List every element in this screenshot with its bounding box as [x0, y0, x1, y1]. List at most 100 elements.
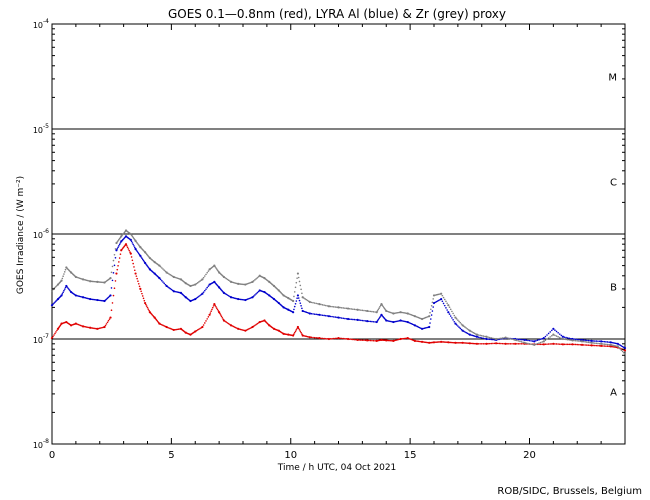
- trace-dot: [367, 310, 370, 312]
- trace-dot: [300, 331, 302, 334]
- trace-dot: [439, 293, 441, 295]
- trace-dot: [91, 280, 94, 283]
- trace-dot: [97, 299, 100, 302]
- trace-dot: [69, 323, 72, 326]
- trace-dot: [487, 336, 489, 338]
- flare-class-label: M: [608, 73, 617, 84]
- trace-dot: [445, 307, 447, 309]
- trace-dot: [576, 343, 579, 346]
- trace-dot: [243, 283, 245, 286]
- trace-dot: [100, 327, 102, 329]
- data-point: [454, 322, 457, 325]
- trace-dot: [291, 299, 294, 302]
- trace-dot: [226, 322, 229, 324]
- trace-dot: [353, 318, 356, 321]
- trace-dot: [124, 230, 127, 233]
- trace-dot: [141, 257, 143, 259]
- trace-dot: [358, 309, 360, 311]
- trace-dot: [293, 333, 295, 335]
- trace-dot: [530, 340, 532, 342]
- trace-dot: [404, 320, 407, 323]
- trace-dot: [252, 295, 255, 297]
- trace-dot: [219, 314, 222, 316]
- trace-dot: [361, 319, 364, 322]
- trace-dot: [515, 338, 518, 340]
- x-tick-label: 0: [49, 450, 55, 461]
- trace-dot: [135, 249, 138, 251]
- trace-dot: [405, 320, 408, 323]
- trace-dot: [222, 275, 224, 277]
- trace-dot: [423, 327, 426, 330]
- trace-dot: [615, 345, 618, 347]
- trace-dot: [130, 234, 133, 236]
- trace-dot: [372, 339, 375, 342]
- trace-dot: [479, 343, 481, 345]
- trace-dot: [614, 346, 617, 348]
- trace-dot: [436, 300, 439, 302]
- trace-dot: [83, 325, 86, 328]
- trace-dot: [98, 299, 101, 302]
- trace-dot: [255, 293, 257, 295]
- trace-dot: [515, 339, 518, 342]
- trace-dot: [84, 326, 87, 328]
- trace-dot: [77, 295, 80, 297]
- trace-dot: [579, 340, 582, 342]
- trace-dot: [340, 337, 343, 340]
- trace-dot: [118, 257, 121, 259]
- trace-dot: [342, 307, 345, 309]
- trace-dot: [114, 280, 117, 282]
- trace-dot: [498, 337, 501, 340]
- trace-dot: [384, 318, 387, 321]
- data-point: [533, 340, 536, 343]
- trace-dot: [298, 280, 301, 283]
- trace-dot: [431, 310, 434, 312]
- trace-dot: [393, 320, 396, 323]
- trace-dot: [539, 341, 542, 344]
- trace-dot: [168, 273, 170, 275]
- trace-dot: [212, 281, 215, 284]
- trace-dot: [296, 327, 298, 330]
- data-point: [296, 272, 300, 275]
- trace-dot: [91, 327, 94, 329]
- trace-dot: [473, 332, 476, 335]
- trace-dot: [530, 343, 532, 345]
- trace-dot: [159, 323, 162, 326]
- trace-dot: [175, 290, 177, 293]
- trace-dot: [196, 296, 199, 299]
- trace-dot: [64, 286, 67, 289]
- trace-dot: [52, 303, 54, 305]
- trace-dot: [321, 314, 324, 317]
- trace-dot: [592, 340, 594, 342]
- trace-dot: [595, 344, 598, 347]
- trace-dot: [584, 339, 587, 342]
- trace-dot: [352, 308, 354, 310]
- trace-dot: [584, 344, 587, 346]
- trace-dot: [202, 324, 205, 326]
- trace-dot: [525, 339, 528, 341]
- trace-dot: [345, 338, 348, 340]
- trace-dot: [90, 327, 93, 329]
- trace-dot: [286, 308, 289, 311]
- trace-dot: [175, 328, 177, 331]
- trace-dot: [178, 291, 181, 294]
- data-point: [134, 272, 137, 275]
- trace-dot: [174, 290, 176, 293]
- data-point: [346, 337, 350, 341]
- trace-dot: [136, 277, 138, 280]
- trace-dot: [132, 262, 134, 265]
- trace-dot: [549, 331, 551, 333]
- trace-dot: [153, 260, 155, 263]
- trace-dot: [432, 306, 435, 308]
- trace-dot: [256, 322, 259, 325]
- trace-dot: [623, 351, 625, 354]
- data-point: [561, 337, 565, 341]
- trace-dot: [54, 332, 56, 335]
- trace-dot: [250, 326, 253, 329]
- trace-dot: [140, 290, 142, 293]
- trace-dot: [225, 277, 228, 280]
- trace-dot: [597, 342, 599, 345]
- trace-dot: [164, 283, 167, 286]
- y-axis-label: GOES Irradiance / (W m⁻²): [16, 176, 26, 294]
- trace-dot: [615, 342, 618, 345]
- trace-dot: [593, 342, 596, 344]
